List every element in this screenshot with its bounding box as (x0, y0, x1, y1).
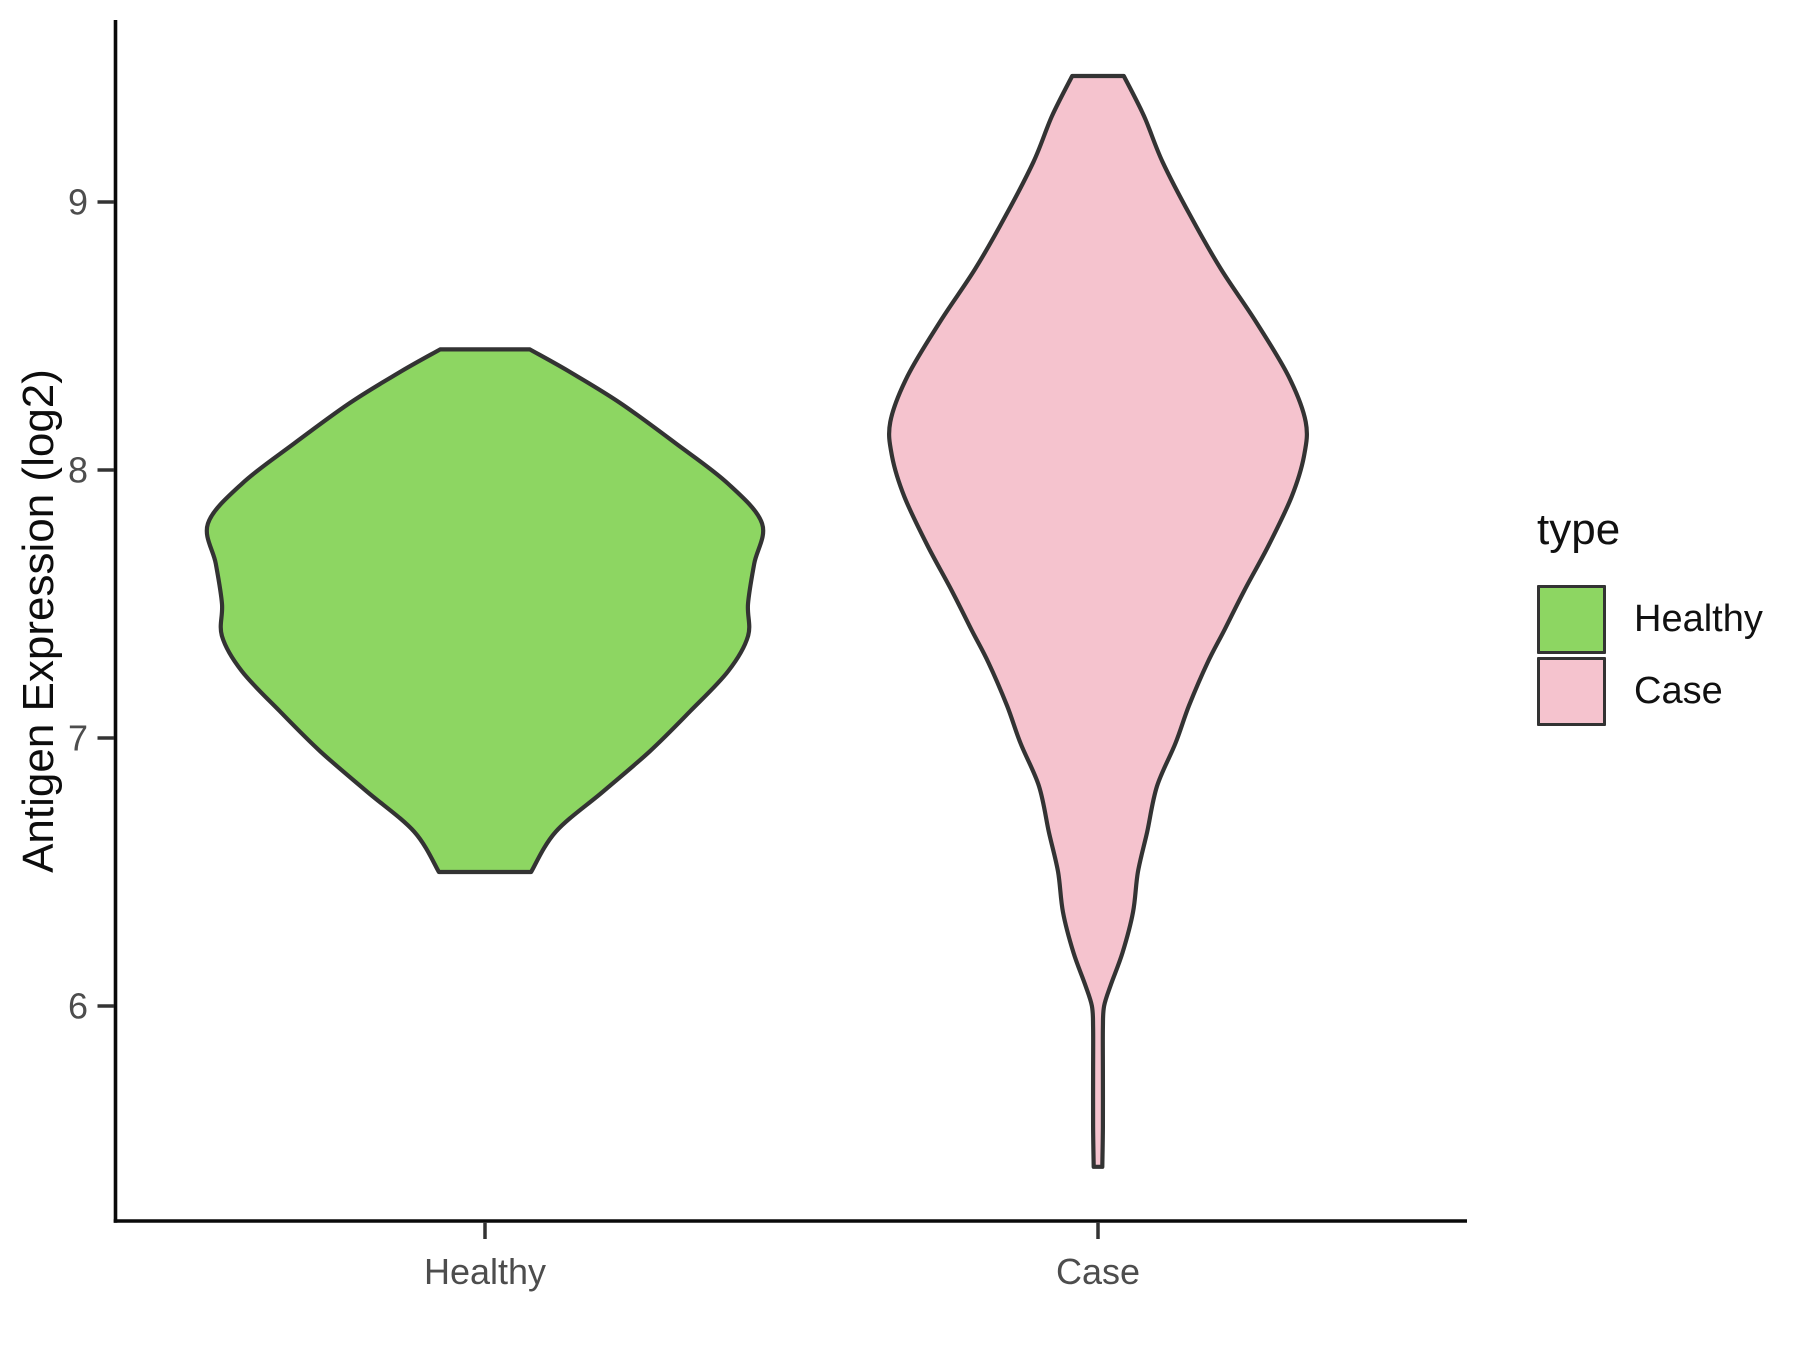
y-tick-label-7: 7 (68, 718, 88, 759)
violin-shape-case (887, 73, 1309, 1169)
legend-item-healthy: Healthy (1537, 583, 1763, 655)
legend-item-case: Case (1537, 655, 1763, 727)
legend-title: type (1537, 505, 1621, 554)
legend: type Healthy Case (1537, 505, 1763, 727)
axis-lines (113, 20, 1467, 1223)
x-axis-tick-labels: Healthy Case (424, 1251, 1140, 1292)
y-axis-ticks (97, 200, 114, 1008)
y-axis-title: Antigen Expression (log2) (14, 369, 63, 873)
violin-shape-healthy (204, 347, 766, 875)
x-axis-ticks (483, 1222, 1100, 1239)
y-tick-label-6: 6 (68, 986, 88, 1027)
legend-label-case: Case (1634, 669, 1723, 712)
x-label-case: Case (1056, 1251, 1140, 1292)
y-tick-label-8: 8 (68, 450, 88, 491)
legend-swatch-healthy-icon (1537, 584, 1606, 654)
y-axis-tick-labels: 9 8 7 6 (68, 182, 88, 1027)
legend-swatch-case-icon (1537, 656, 1606, 726)
legend-label-healthy: Healthy (1634, 597, 1763, 640)
y-tick-label-9: 9 (68, 182, 88, 223)
x-label-healthy: Healthy (424, 1251, 546, 1292)
